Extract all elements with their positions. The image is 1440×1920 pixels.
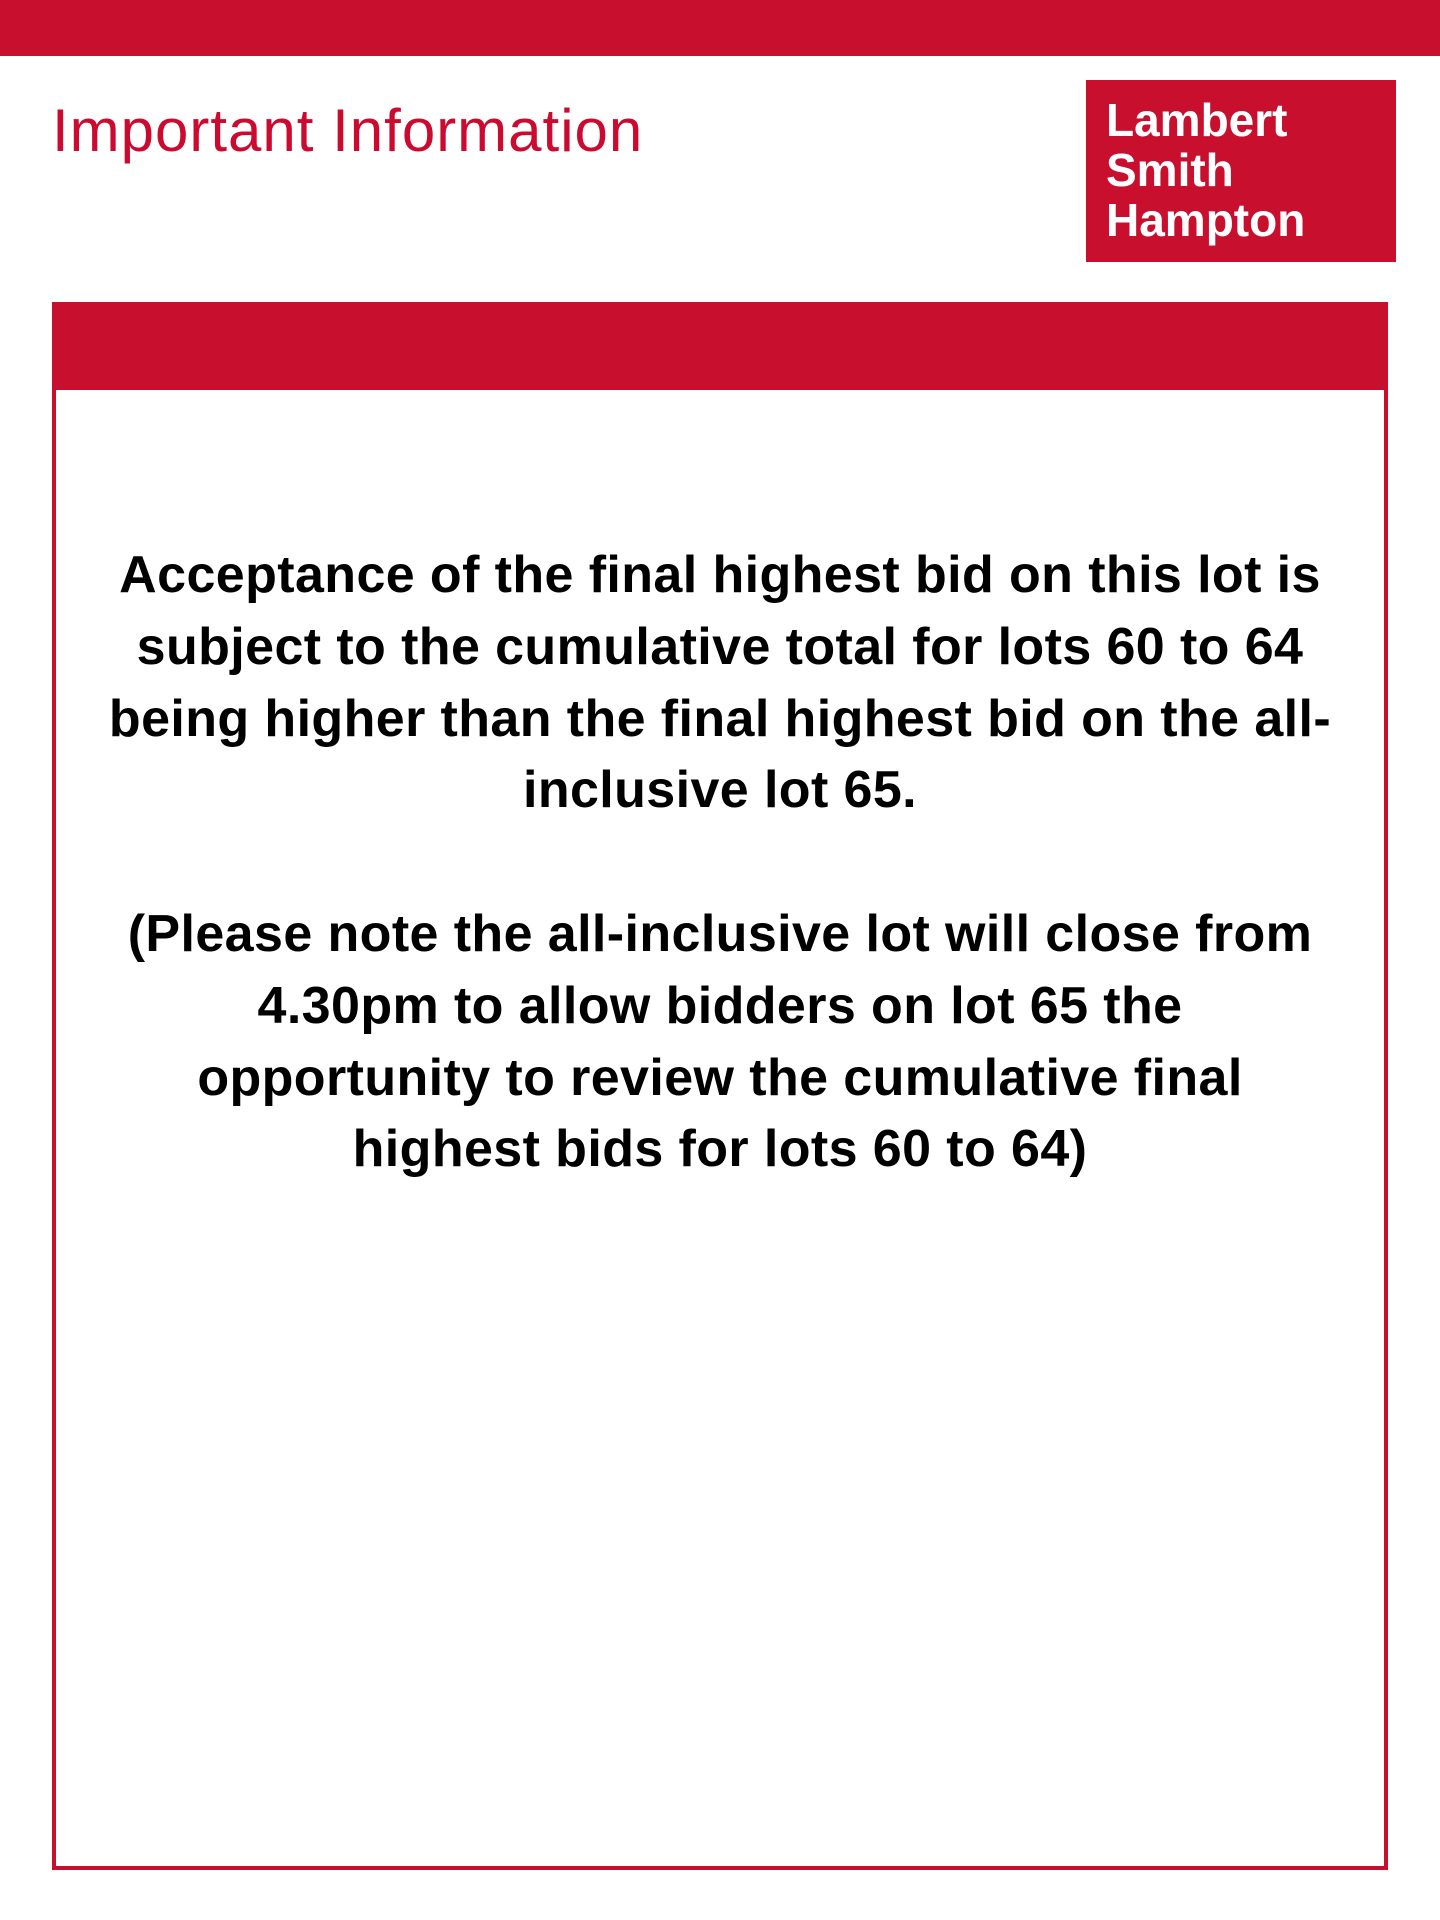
- logo-line-3: Hampton: [1106, 196, 1376, 246]
- paragraph-2: (Please note the all-inclusive lot will …: [106, 899, 1334, 1186]
- content-topbar: [52, 302, 1388, 390]
- content-box: Acceptance of the final highest bid on t…: [52, 390, 1388, 1870]
- company-logo: Lambert Smith Hampton: [1086, 80, 1396, 262]
- content-wrapper: Acceptance of the final highest bid on t…: [52, 302, 1388, 1870]
- logo-line-2: Smith: [1106, 146, 1376, 196]
- top-bar: [0, 0, 1440, 56]
- logo-line-1: Lambert: [1106, 96, 1376, 146]
- header-row: Important Information Lambert Smith Hamp…: [0, 56, 1440, 262]
- paragraph-1: Acceptance of the final highest bid on t…: [106, 540, 1334, 827]
- spacer: [106, 827, 1334, 899]
- page-title: Important Information: [52, 80, 643, 164]
